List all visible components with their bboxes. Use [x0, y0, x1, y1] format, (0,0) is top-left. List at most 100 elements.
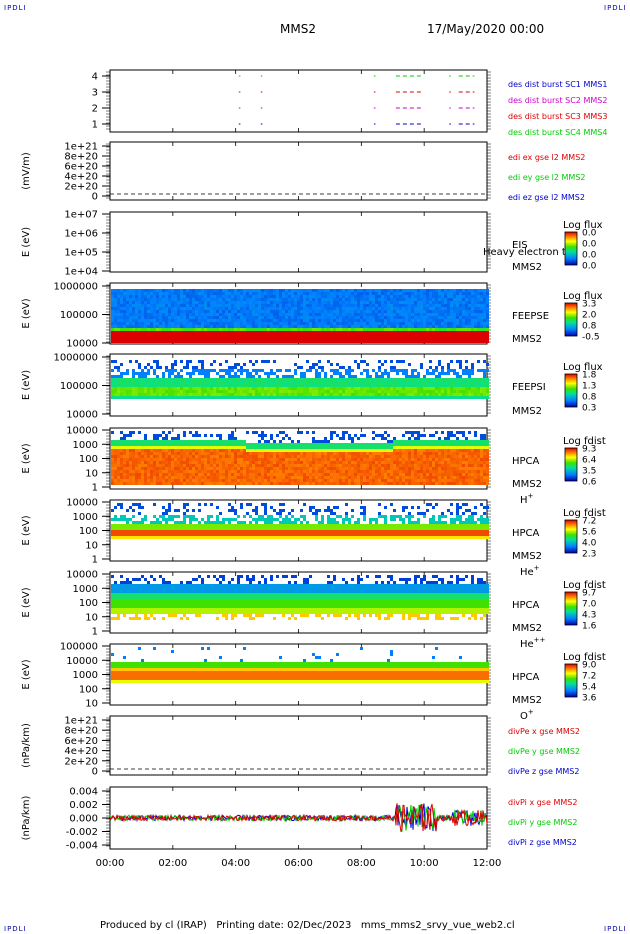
heatmap-cell: [192, 452, 195, 455]
heatmap-cell: [165, 331, 168, 334]
heatmap-cell: [234, 381, 237, 384]
heatmap-cell: [216, 446, 219, 449]
heatmap-cell: [375, 390, 378, 393]
heatmap-cell: [300, 292, 303, 295]
heatmap-cell: [204, 387, 207, 390]
heatmap-cell: [264, 473, 267, 476]
heatmap-cell: [111, 467, 114, 470]
heatmap-cell: [384, 334, 387, 337]
heatmap-cell: [237, 337, 240, 340]
heatmap-cell: [303, 470, 306, 473]
heatmap-cell: [123, 437, 126, 440]
heatmap-cell: [138, 292, 141, 295]
heatmap-cell: [381, 307, 384, 310]
heatmap-cell: [423, 304, 426, 307]
heatmap-cell: [186, 289, 189, 292]
y-tick-label: 3: [92, 88, 98, 99]
heatmap-cell: [267, 473, 270, 476]
heatmap-cell: [129, 319, 132, 322]
heatmap-cell: [243, 363, 246, 366]
heatmap-cell: [204, 396, 207, 399]
heatmap-cell: [273, 298, 276, 301]
heatmap-cell: [204, 482, 207, 485]
heatmap-cell: [315, 440, 318, 443]
heatmap-cell: [273, 381, 276, 384]
heatmap-cell: [339, 316, 342, 319]
heatmap-cell: [240, 446, 243, 449]
heatmap-cell: [189, 461, 192, 464]
heatmap-cell: [393, 307, 396, 310]
heatmap-cell: [213, 446, 216, 449]
heatmap-cell: [414, 331, 417, 334]
heatmap-cell: [156, 434, 159, 437]
heatmap-cell: [114, 479, 117, 482]
heatmap-cell: [360, 289, 363, 292]
heatmap-cell: [276, 476, 279, 479]
heatmap-cell: [444, 292, 447, 295]
heatmap-cell: [168, 455, 171, 458]
heatmap-cell: [483, 319, 486, 322]
heatmap-cell: [270, 328, 273, 331]
heatmap-cell: [312, 396, 315, 399]
heatmap-cell: [333, 393, 336, 396]
heatmap-cell: [126, 387, 129, 390]
heatmap-cell: [375, 378, 378, 381]
heatmap-cell: [144, 331, 147, 334]
heatmap-cell: [435, 295, 438, 298]
y-tick-label: 1000: [73, 440, 98, 451]
heatmap-cell: [183, 455, 186, 458]
heatmap-cell: [276, 479, 279, 482]
heatmap-cell: [468, 301, 471, 304]
heatmap-cell: [339, 393, 342, 396]
heatmap-cell: [441, 372, 444, 375]
y-axis-label: E (eV): [21, 298, 32, 328]
heatmap-cell: [378, 331, 381, 334]
heatmap-cell: [486, 310, 489, 313]
heatmap-cell: [192, 482, 195, 485]
heatmap-cell: [207, 470, 210, 473]
heatmap-cell: [150, 289, 153, 292]
heatmap-cell: [138, 325, 141, 328]
heatmap-cell: [144, 476, 147, 479]
heatmap-cell: [192, 304, 195, 307]
heatmap-cell: [147, 390, 150, 393]
heatmap-cell: [216, 381, 219, 384]
heatmap-cell: [147, 319, 150, 322]
heatmap-cell: [459, 363, 462, 366]
heatmap-cell: [267, 304, 270, 307]
heatmap-cell: [297, 298, 300, 301]
heatmap-cell: [486, 289, 489, 292]
heatmap-cell: [303, 319, 306, 322]
heatmap-cell: [132, 479, 135, 482]
heatmap-cell: [393, 381, 396, 384]
heatmap-cell: [426, 325, 429, 328]
heatmap-cell: [228, 372, 231, 375]
heatmap-cell: [195, 393, 198, 396]
heatmap-cell: [123, 449, 126, 452]
heatmap-cell: [435, 337, 438, 340]
heatmap-cell: [456, 390, 459, 393]
heatmap-cell: [144, 384, 147, 387]
heatmap-cell: [318, 307, 321, 310]
heatmap-cell: [129, 307, 132, 310]
heatmap-cell: [477, 304, 480, 307]
heatmap-cell: [144, 301, 147, 304]
heatmap-cell: [213, 381, 216, 384]
heatmap-cell: [447, 313, 450, 316]
heatmap-cell: [465, 387, 468, 390]
heatmap-cell: [294, 390, 297, 393]
heatmap-cell: [150, 476, 153, 479]
heatmap-cell: [174, 322, 177, 325]
heatmap-cell: [396, 372, 399, 375]
heatmap-cell: [120, 446, 123, 449]
heatmap-cell: [228, 292, 231, 295]
heatmap-cell: [456, 328, 459, 331]
heatmap-cell: [309, 325, 312, 328]
heatmap-cell: [468, 295, 471, 298]
instrument-label: FEEPSI: [512, 382, 546, 393]
heatmap-cell: [111, 360, 114, 363]
heatmap-cell: [192, 446, 195, 449]
heatmap-cell: [387, 337, 390, 340]
heatmap-cell: [360, 334, 363, 337]
heatmap-cell: [300, 455, 303, 458]
